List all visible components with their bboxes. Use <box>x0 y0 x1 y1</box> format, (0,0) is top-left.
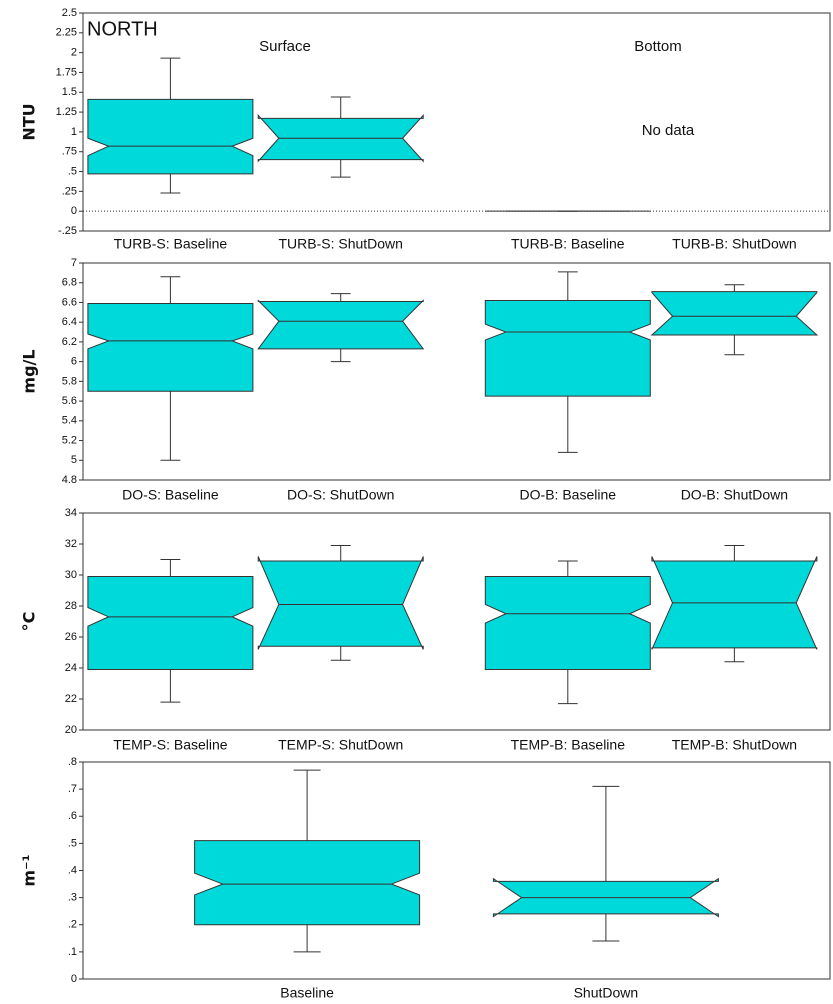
y-tick-label: 20 <box>65 724 77 736</box>
y-tick-label: 22 <box>65 693 77 705</box>
plot-frame <box>82 262 831 481</box>
y-tick-label: 7 <box>71 257 77 269</box>
y-tick-label: 28 <box>65 600 77 612</box>
plot-frame <box>82 12 831 232</box>
x-tick-label: ShutDown <box>574 985 639 1001</box>
box <box>650 291 819 336</box>
y-tick-label: .5 <box>68 165 77 177</box>
x-tick-label: TURB-B: Baseline <box>511 236 625 252</box>
y-tick-label: .2 <box>68 919 77 931</box>
y-tick-label: .1 <box>68 946 77 958</box>
y-tick-label: 5.8 <box>62 375 77 387</box>
y-tick-label: 32 <box>65 538 77 550</box>
y-tick-label: .5 <box>68 837 77 849</box>
y-tick-label: .25 <box>62 185 77 197</box>
box <box>87 302 254 392</box>
y-tick-label: 5.6 <box>62 395 77 407</box>
x-tick-label: TURB-S: ShutDown <box>278 236 402 252</box>
y-tick-label: 5 <box>71 454 77 466</box>
x-tick-label: TURB-B: ShutDown <box>672 236 796 252</box>
x-tick-label: TEMP-S: ShutDown <box>278 737 403 753</box>
column-label: Bottom <box>634 38 682 55</box>
box <box>87 98 254 175</box>
y-tick-label: .7 <box>68 783 77 795</box>
plot-frame <box>82 512 831 731</box>
y-tick-label: 1.5 <box>62 86 77 98</box>
y-tick-label: 1.75 <box>56 66 77 78</box>
x-tick-label: TEMP-B: Baseline <box>511 737 626 753</box>
y-tick-label: .6 <box>68 810 77 822</box>
x-tick-label: DO-S: ShutDown <box>287 487 394 503</box>
y-axis-label: mg/L <box>20 349 39 393</box>
box <box>484 299 651 397</box>
y-tick-label: 2 <box>71 47 77 59</box>
y-tick-label: 34 <box>65 507 77 519</box>
column-label: Surface <box>259 38 311 55</box>
box <box>257 299 425 350</box>
y-axis-label: m⁻¹ <box>20 854 39 886</box>
panel-title: NORTH <box>87 18 158 40</box>
y-tick-label: 1.25 <box>56 106 77 118</box>
y-tick-label: 2.5 <box>62 7 77 19</box>
y-tick-label: .4 <box>68 864 77 876</box>
y-tick-label: 0 <box>71 973 77 985</box>
y-tick-label: .3 <box>68 892 77 904</box>
box <box>484 576 651 671</box>
y-tick-label: .75 <box>62 146 77 158</box>
y-axis-label: °C <box>20 612 39 632</box>
y-tick-label: 6.6 <box>62 296 77 308</box>
x-tick-label: DO-B: Baseline <box>520 487 617 503</box>
note: No data <box>642 122 695 139</box>
x-tick-label: DO-B: ShutDown <box>681 487 788 503</box>
x-tick-label: TURB-S: Baseline <box>114 236 228 252</box>
y-tick-label: .8 <box>68 756 77 768</box>
y-tick-label: -.25 <box>58 225 77 237</box>
y-axis-label: NTU <box>20 103 39 140</box>
y-tick-label: 0 <box>71 205 77 217</box>
y-tick-label: 2.25 <box>56 27 77 39</box>
y-tick-label: 6.4 <box>62 316 77 328</box>
y-tick-label: 4.8 <box>62 474 77 486</box>
y-tick-label: 5.2 <box>62 434 77 446</box>
x-tick-label: TEMP-S: Baseline <box>113 737 228 753</box>
y-tick-label: 6.8 <box>62 277 77 289</box>
y-tick-label: 26 <box>65 631 77 643</box>
y-tick-label: 30 <box>65 569 77 581</box>
x-tick-label: DO-S: Baseline <box>122 487 219 503</box>
box <box>194 840 421 926</box>
y-tick-label: 24 <box>65 662 77 674</box>
x-tick-label: TEMP-B: ShutDown <box>672 737 797 753</box>
x-tick-label: Baseline <box>280 985 334 1001</box>
y-tick-label: 1 <box>71 126 77 138</box>
y-tick-label: 6 <box>71 356 77 368</box>
box <box>87 576 254 671</box>
y-tick-label: 5.4 <box>62 415 77 427</box>
y-tick-label: 6.2 <box>62 336 77 348</box>
box <box>257 556 424 650</box>
